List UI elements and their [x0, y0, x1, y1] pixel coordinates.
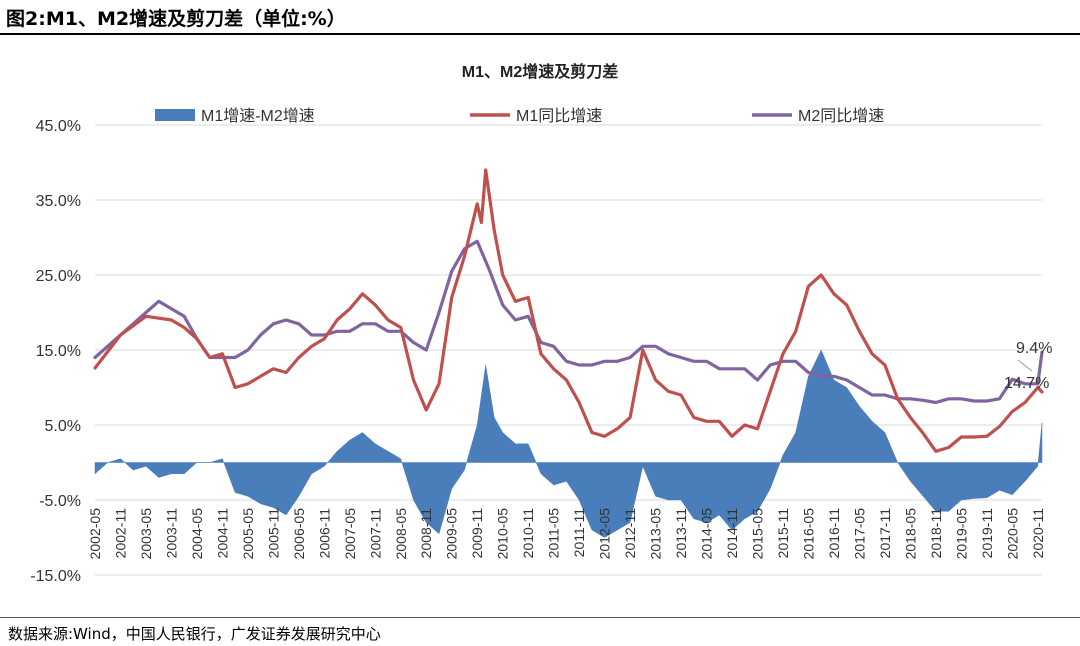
x-tick-label: 2009-11 [469, 508, 485, 559]
x-tick-label: 2002-11 [113, 508, 129, 559]
legend-item-gap: M1增速-M2增速 [155, 107, 315, 125]
y-tick-label: 45.0% [36, 118, 81, 135]
x-tick-label: 2015-11 [775, 508, 791, 559]
y-tick-label: -5.0% [39, 493, 81, 510]
y-axis-ticks: 45.0% 35.0% 25.0% 15.0% 5.0% -5.0% -15.0% [30, 118, 81, 585]
footer-divider [0, 617, 1080, 618]
annotation-m1-latest: 9.4% [1016, 340, 1052, 357]
x-tick-label: 2006-11 [316, 508, 332, 559]
x-tick-label: 2007-11 [367, 508, 383, 559]
x-tick-label: 2005-05 [240, 508, 256, 560]
x-tick-label: 2005-11 [265, 508, 281, 559]
x-tick-label: 2010-05 [495, 508, 511, 560]
x-tick-label: 2015-05 [750, 508, 766, 560]
y-tick-label: 15.0% [36, 343, 81, 360]
x-tick-label: 2008-05 [393, 508, 409, 560]
line-series-layer [93, 168, 1044, 453]
m1-line [93, 168, 1044, 453]
x-tick-label: 2018-05 [902, 508, 918, 560]
x-tick-label: 2016-11 [826, 508, 842, 559]
figure-header: 图2:M1、M2增速及剪刀差（单位:%） [0, 0, 1080, 35]
x-tick-label: 2002-05 [87, 508, 103, 560]
y-tick-label: -15.0% [30, 568, 81, 585]
x-tick-label: 2003-05 [138, 508, 154, 560]
source-note: 数据来源:Wind，中国人民银行，广发证券发展研究中心 [8, 625, 381, 643]
m2-line [93, 239, 1044, 405]
x-tick-label: 2013-05 [648, 508, 664, 560]
x-tick-label: 2019-11 [979, 508, 995, 559]
x-axis-ticks: 2002-05 2002-11 2003-05 2003-11 2004-05 2004-… [87, 508, 1046, 560]
x-tick-label: 2004-05 [189, 508, 205, 560]
header-divider [0, 33, 1080, 35]
x-tick-label: 2003-11 [163, 508, 179, 559]
legend-label: M2同比增速 [798, 107, 884, 125]
x-tick-label: 2012-11 [622, 508, 638, 559]
x-tick-label: 2014-05 [699, 508, 715, 560]
x-tick-label: 2017-05 [851, 508, 867, 560]
y-tick-label: 35.0% [36, 193, 81, 210]
chart-title: M1、M2增速及剪刀差 [462, 62, 618, 81]
x-tick-label: 2012-05 [597, 508, 613, 560]
x-tick-label: 2018-11 [928, 508, 944, 559]
x-tick-label: 2017-11 [877, 508, 893, 559]
legend-item-m1: M1同比增速 [470, 107, 602, 125]
annotation-leader [1017, 359, 1033, 372]
y-tick-label: 25.0% [36, 268, 81, 285]
legend-swatch [155, 109, 195, 121]
x-tick-label: 2010-11 [520, 508, 536, 559]
x-tick-label: 2016-05 [800, 508, 816, 560]
x-tick-label: 2006-05 [291, 508, 307, 560]
x-tick-label: 2014-11 [724, 508, 740, 559]
x-tick-label: 2011-11 [571, 508, 587, 558]
gap-area-series [94, 349, 1043, 538]
annotation-m2-latest: 14.7% [1004, 375, 1049, 392]
grid-layer [95, 124, 1042, 576]
x-tick-label: 2007-05 [342, 508, 358, 560]
legend: M1增速-M2增速 M1同比增速 M2同比增速 [155, 107, 884, 125]
annotations: 9.4% 14.7% [1004, 340, 1052, 392]
y-tick-label: 5.0% [45, 418, 81, 435]
chart-container: M1、M2增速及剪刀差 45.0% 35.0% 25.0% 15.0% 5.0% -5.0… [0, 35, 1080, 615]
x-tick-label: 2020-05 [1004, 508, 1020, 560]
legend-item-m2: M2同比增速 [752, 107, 884, 125]
gap-area [94, 349, 1043, 538]
x-tick-label: 2011-05 [546, 508, 562, 559]
figure-title: 图2:M1、M2增速及剪刀差（单位:%） [6, 8, 346, 30]
x-tick-label: 2020-11 [1030, 508, 1046, 559]
legend-label: M1同比增速 [516, 107, 602, 125]
x-tick-label: 2008-11 [418, 508, 434, 559]
legend-label: M1增速-M2增速 [201, 107, 315, 125]
chart-svg: M1、M2增速及剪刀差 45.0% 35.0% 25.0% 15.0% 5.0% -5.0… [30, 62, 1052, 585]
x-tick-label: 2013-11 [673, 508, 689, 559]
x-tick-label: 2019-05 [953, 508, 969, 560]
x-tick-label: 2004-11 [214, 508, 230, 559]
x-tick-label: 2009-05 [444, 508, 460, 560]
